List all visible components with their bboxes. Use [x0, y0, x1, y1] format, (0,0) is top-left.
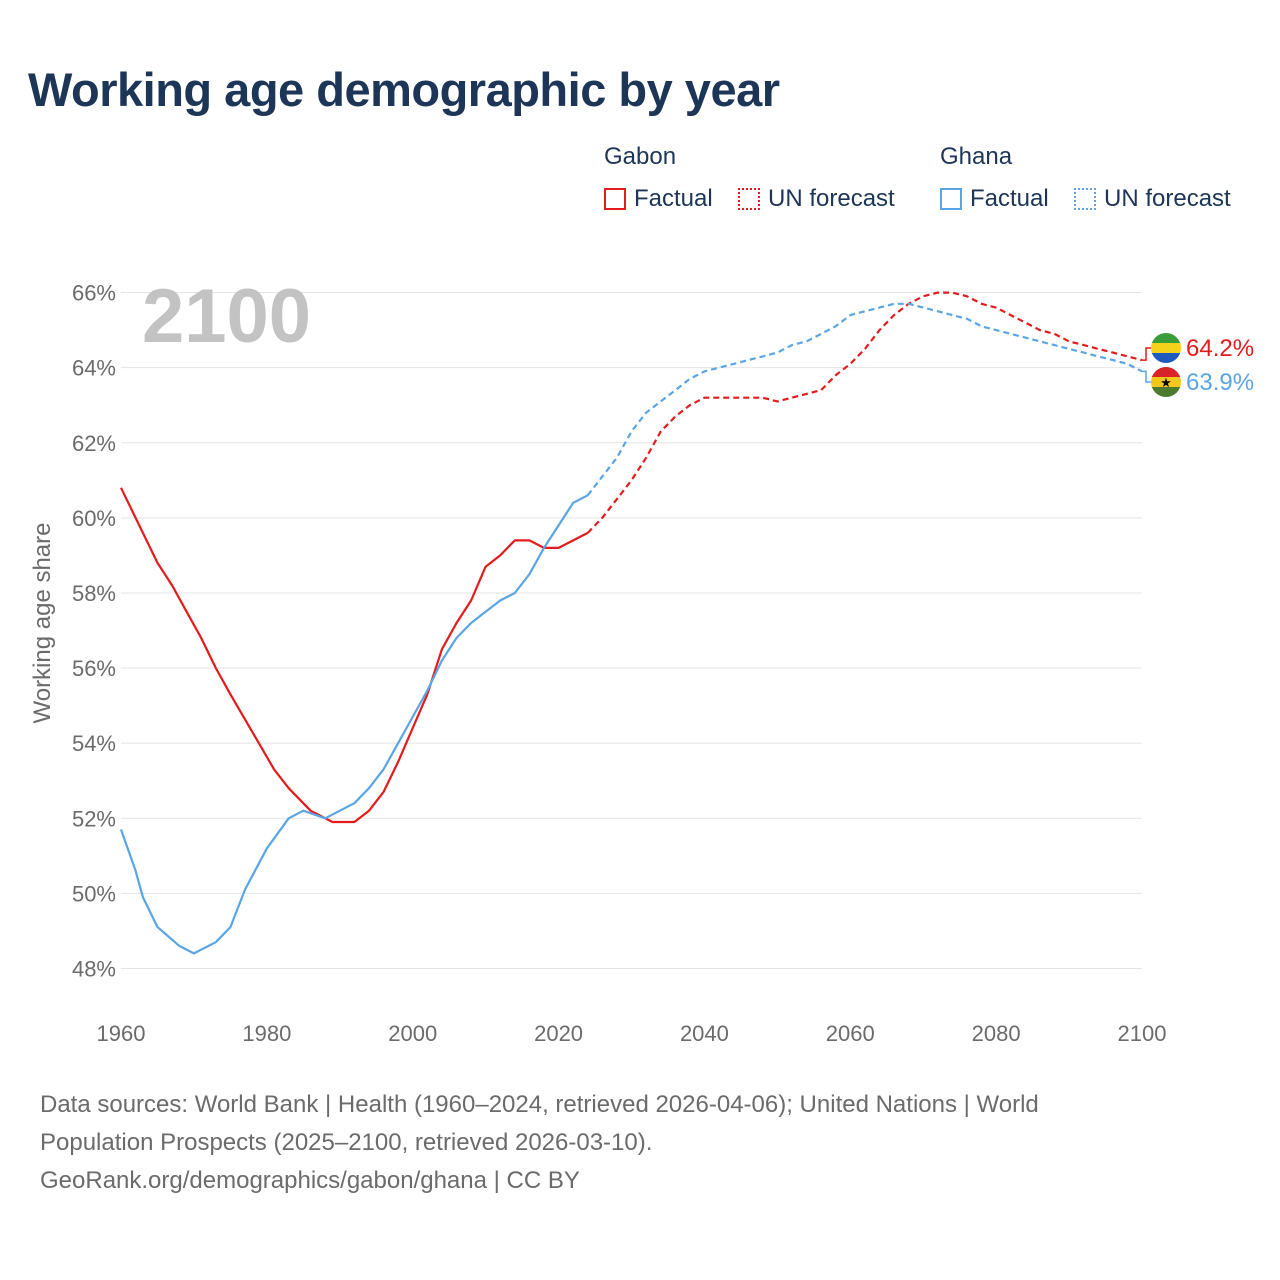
end-connector — [1142, 370, 1152, 383]
flag-stripe — [1151, 377, 1181, 388]
x-axis-ticks: 1960 1980 2000 2020 2040 2060 2080 2100 — [97, 1021, 1167, 1046]
legend-swatch-solid — [940, 188, 962, 210]
x-tick-label: 1980 — [242, 1021, 291, 1046]
legend-gabon-factual[interactable]: Factual — [604, 185, 713, 213]
data-sources: Data sources: World Bank | Health (1960–… — [40, 1086, 1220, 1200]
flag-stripe — [1151, 343, 1181, 354]
legend-ghana-factual[interactable]: Factual — [940, 185, 1049, 213]
legend-label: UN forecast — [1104, 185, 1231, 212]
y-tick-label: 56% — [72, 656, 116, 681]
series-line-ghana-factual — [119, 494, 589, 955]
x-tick-label: 2040 — [680, 1021, 729, 1046]
grid — [121, 292, 1142, 969]
sources-line-3[interactable]: GeoRank.org/demographics/gabon/ghana | C… — [40, 1167, 580, 1194]
y-axis-ticks: 48% 50% 52% 54% 56% 58% 60% 62% 64% 66% — [72, 281, 116, 982]
y-axis-label: Working age share — [29, 523, 56, 724]
y-tick-label: 50% — [72, 881, 116, 906]
x-tick-label: 2020 — [534, 1021, 583, 1046]
sources-line-1: Data sources: World Bank | Health (1960–… — [40, 1091, 1039, 1118]
current-year-label: 2100 — [142, 274, 311, 359]
gabon-flag-icon — [1151, 333, 1181, 363]
y-tick-label: 54% — [72, 731, 116, 756]
x-tick-label: 2100 — [1118, 1021, 1167, 1046]
y-tick-label: 52% — [72, 806, 116, 831]
y-tick-label: 58% — [72, 581, 116, 606]
flag-stripe — [1151, 367, 1181, 378]
series-line-gabon-forecast — [586, 291, 1143, 534]
flag-stripe — [1151, 333, 1181, 344]
legend-gabon-forecast[interactable]: UN forecast — [738, 185, 895, 213]
legend-swatch-solid — [604, 188, 626, 210]
series-lines — [119, 291, 1143, 955]
end-connector — [1142, 347, 1152, 361]
x-tick-label: 2000 — [388, 1021, 437, 1046]
flag-star: ★ — [1160, 375, 1172, 390]
y-tick-label: 66% — [72, 281, 116, 306]
flag-stripe — [1151, 387, 1181, 397]
legend-group-ghana: Ghana — [940, 143, 1013, 170]
x-tick-label: 2060 — [826, 1021, 875, 1046]
flag-stripe — [1151, 353, 1181, 363]
legend-ghana-forecast[interactable]: UN forecast — [1074, 185, 1231, 213]
chart-title: Working age demographic by year — [28, 63, 780, 116]
x-tick-label: 2080 — [972, 1021, 1021, 1046]
y-tick-label: 64% — [72, 356, 116, 381]
ghana-flag-icon: ★ — [1151, 367, 1181, 397]
legend-label: UN forecast — [768, 185, 895, 212]
series-line-ghana-forecast — [586, 302, 1143, 496]
sources-line-2: Population Prospects (2025–2100, retriev… — [40, 1129, 653, 1156]
legend-swatch-dotted — [1074, 188, 1096, 210]
end-value-label: 63.9% — [1186, 369, 1254, 396]
y-tick-label: 62% — [72, 431, 116, 456]
y-tick-label: 60% — [72, 506, 116, 531]
legend-swatch-dotted — [738, 188, 760, 210]
legend-label: Factual — [634, 185, 713, 212]
y-tick-label: 48% — [72, 956, 116, 981]
end-value-label: 64.2% — [1186, 335, 1254, 362]
legend-group-gabon: Gabon — [604, 143, 677, 170]
legend-label: Factual — [970, 185, 1049, 212]
series-line-gabon-factual — [120, 487, 589, 824]
x-tick-label: 1960 — [97, 1021, 146, 1046]
end-labels: 64.2% ★ 63.9% — [1142, 333, 1254, 397]
